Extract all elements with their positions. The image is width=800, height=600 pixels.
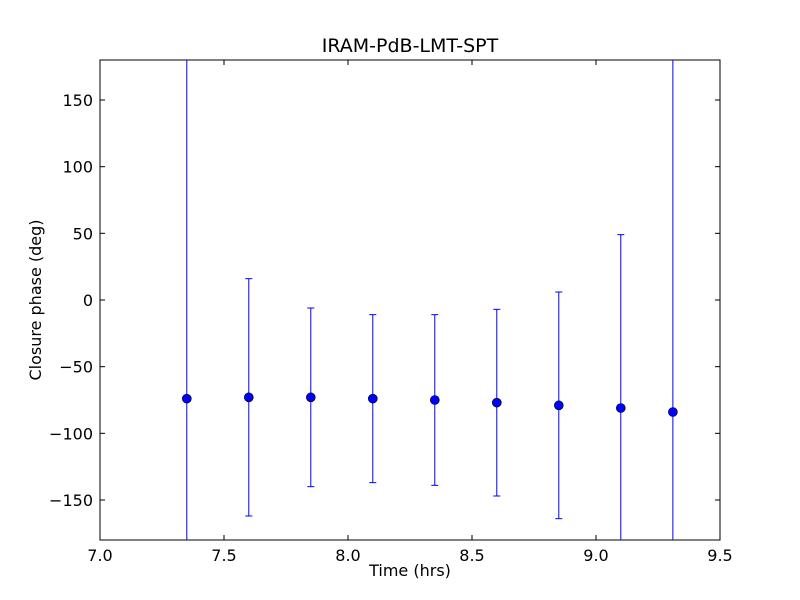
x-tick-label: 9.0 <box>583 546 608 565</box>
data-point <box>491 397 502 408</box>
x-tick-label: 7.5 <box>211 546 236 565</box>
x-tick-label: 8.5 <box>459 546 484 565</box>
y-tick-label: −150 <box>49 491 93 510</box>
chart-title: IRAM-PdB-LMT-SPT <box>322 35 499 57</box>
y-tick-label: −100 <box>49 424 93 443</box>
x-tick-label: 8.0 <box>335 546 360 565</box>
plot-frame <box>99 59 721 541</box>
y-tick-label: 100 <box>62 158 93 177</box>
x-axis-label: Time (hrs) <box>368 561 451 580</box>
x-tick-label: 7.0 <box>87 546 112 565</box>
plot-area <box>99 59 721 541</box>
y-tick-label: 50 <box>73 224 93 243</box>
y-axis: −150 −100 −50 0 50 100 150 <box>49 91 720 510</box>
data-point <box>615 403 626 413</box>
data-series <box>182 60 678 540</box>
data-point <box>668 407 678 417</box>
y-tick-label: 0 <box>83 291 93 310</box>
data-point <box>553 400 564 411</box>
data-point <box>244 392 254 403</box>
x-axis: 7.0 7.5 8.0 8.5 9.0 9.5 <box>87 60 733 565</box>
x-tick-label: 9.5 <box>707 546 732 565</box>
data-point <box>305 392 316 403</box>
y-tick-label: 150 <box>62 91 93 110</box>
data-point <box>182 393 192 404</box>
data-point <box>429 395 440 405</box>
y-axis-label: Closure phase (deg) <box>26 219 45 380</box>
data-point <box>367 393 378 404</box>
y-tick-label: −50 <box>59 358 93 377</box>
